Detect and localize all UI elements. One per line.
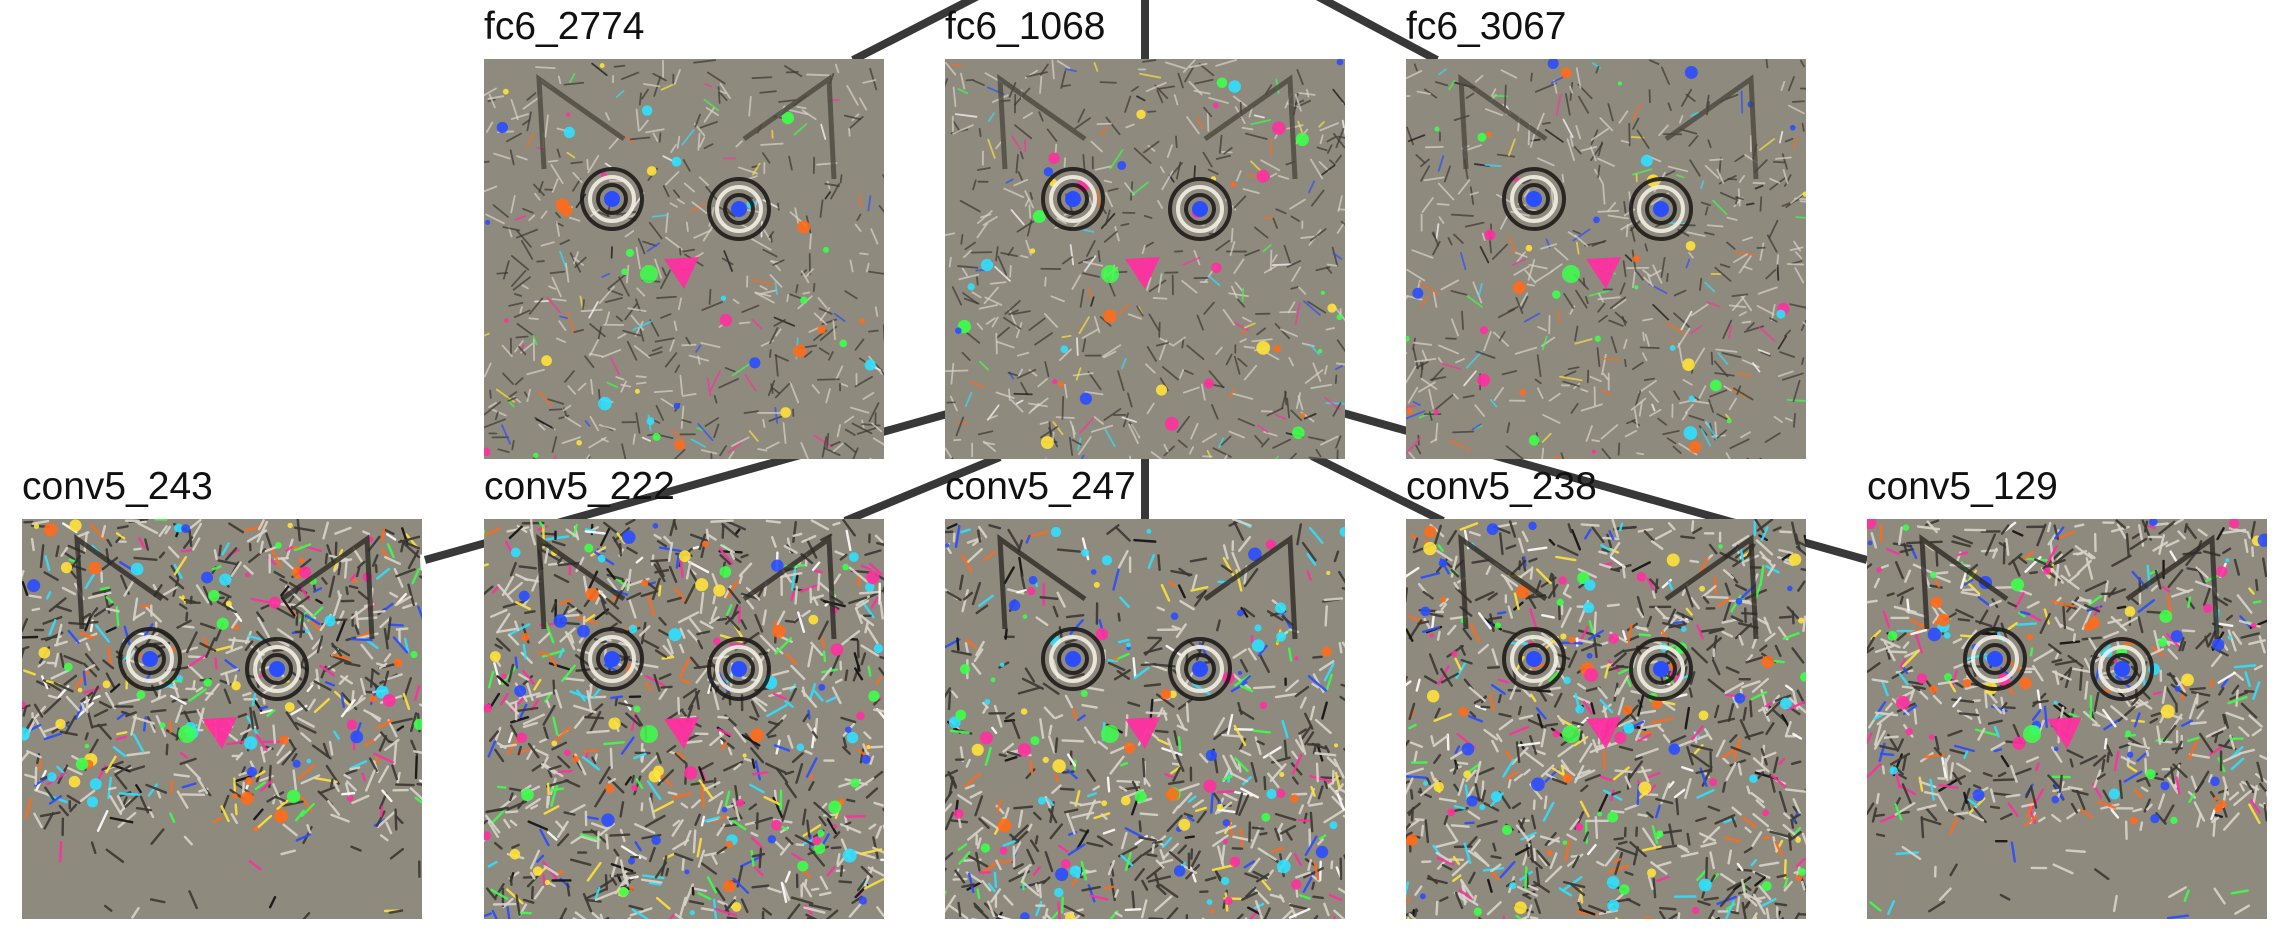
visualization-image (945, 59, 1345, 459)
node-label: conv5_247 (945, 465, 1136, 508)
node-label: conv5_238 (1406, 465, 1597, 508)
node-label: fc6_1068 (945, 5, 1106, 48)
cat-visualization-icon (945, 59, 1345, 459)
node-label: fc6_2774 (484, 5, 645, 48)
cat-visualization-icon (484, 59, 884, 459)
cat-visualization-icon (1406, 59, 1806, 459)
visualization-image (1406, 519, 1806, 919)
node-label: conv5_243 (22, 465, 213, 508)
cat-visualization-icon (1867, 519, 2267, 919)
visualization-image (484, 59, 884, 459)
visualization-image (1867, 519, 2267, 919)
cat-visualization-icon (945, 519, 1345, 919)
visualization-image (945, 519, 1345, 919)
node-label: conv5_129 (1867, 465, 2058, 508)
cat-visualization-icon (484, 519, 884, 919)
cat-visualization-icon (1406, 519, 1806, 919)
visualization-image (484, 519, 884, 919)
visualization-image (22, 519, 422, 919)
node-label: fc6_3067 (1406, 5, 1567, 48)
node-label: conv5_222 (484, 465, 675, 508)
visualization-image (1406, 59, 1806, 459)
cat-visualization-icon (22, 519, 422, 919)
